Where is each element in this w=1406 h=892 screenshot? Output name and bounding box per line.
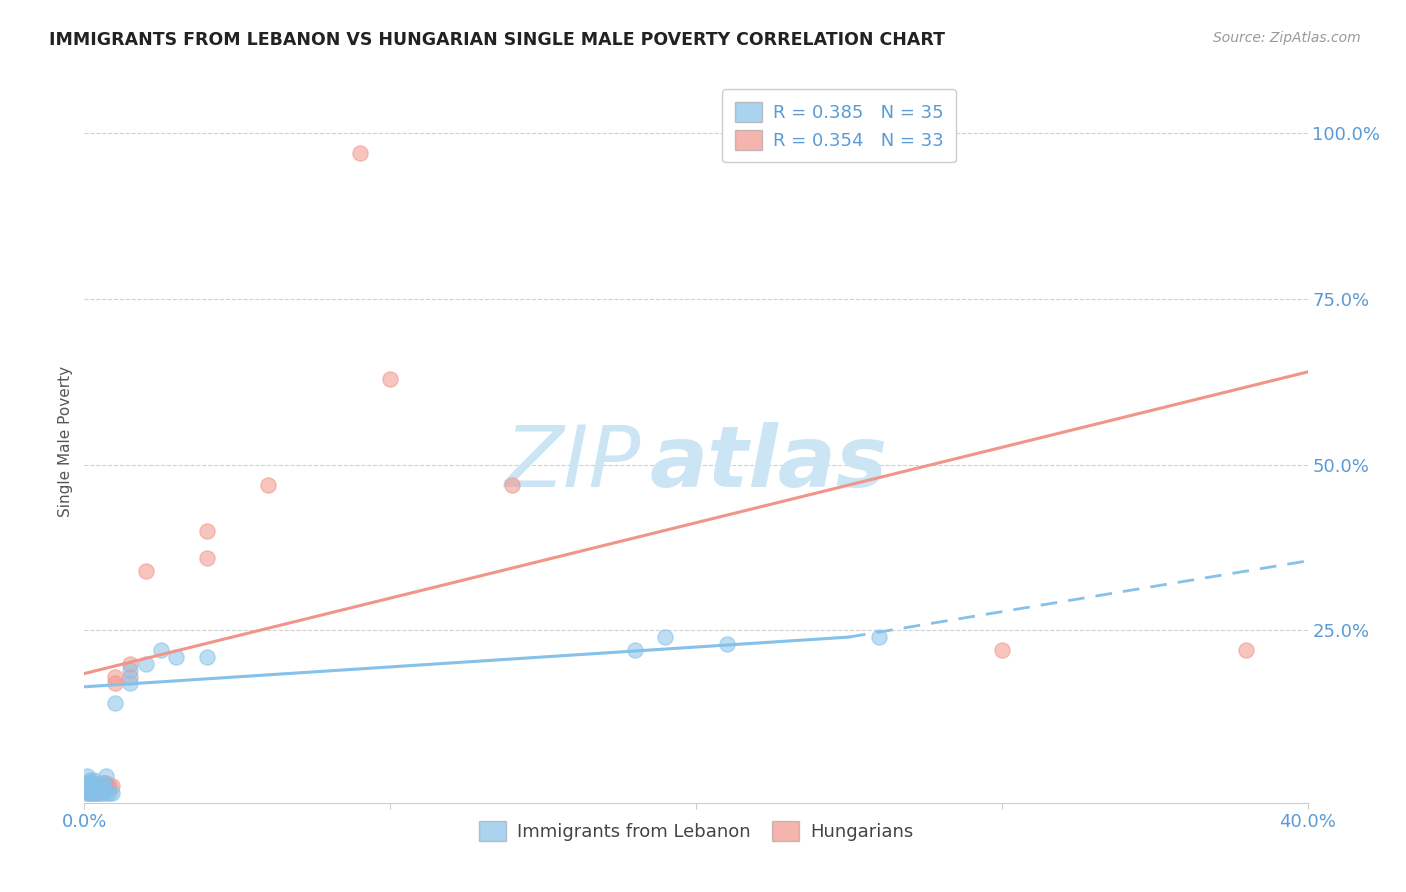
Point xyxy=(195,650,218,665)
Point xyxy=(104,697,127,711)
Point xyxy=(104,670,127,684)
Point xyxy=(349,146,371,161)
Text: ZIP: ZIP xyxy=(505,422,641,505)
Point xyxy=(94,786,117,800)
Text: IMMIGRANTS FROM LEBANON VS HUNGARIAN SINGLE MALE POVERTY CORRELATION CHART: IMMIGRANTS FROM LEBANON VS HUNGARIAN SIN… xyxy=(49,31,945,49)
Point xyxy=(120,657,142,671)
Point xyxy=(91,786,114,800)
Point xyxy=(79,782,101,797)
Point xyxy=(79,782,101,797)
Point xyxy=(76,786,98,800)
Point xyxy=(83,786,105,800)
Point xyxy=(76,786,98,800)
Point xyxy=(97,786,120,800)
Point xyxy=(94,769,117,783)
Point xyxy=(135,657,157,671)
Point xyxy=(86,786,108,800)
Point xyxy=(654,630,676,644)
Point xyxy=(79,779,101,793)
Point xyxy=(83,786,105,800)
Point xyxy=(83,772,105,787)
Point xyxy=(1236,643,1258,657)
Text: Source: ZipAtlas.com: Source: ZipAtlas.com xyxy=(1213,31,1361,45)
Point xyxy=(83,776,105,790)
Point xyxy=(502,477,524,491)
Point xyxy=(76,782,98,797)
Point xyxy=(79,786,101,800)
Point xyxy=(104,676,127,690)
Point xyxy=(91,782,114,797)
Point xyxy=(869,630,891,644)
Point xyxy=(89,782,111,797)
Point xyxy=(101,786,124,800)
Point xyxy=(120,676,142,690)
Point xyxy=(76,776,98,790)
Point xyxy=(716,637,738,651)
Point xyxy=(991,643,1014,657)
Point xyxy=(120,663,142,677)
Legend: Immigrants from Lebanon, Hungarians: Immigrants from Lebanon, Hungarians xyxy=(471,814,921,848)
Point xyxy=(79,786,101,800)
Point xyxy=(79,779,101,793)
Point xyxy=(135,564,157,578)
Point xyxy=(165,650,187,665)
Point xyxy=(91,776,114,790)
Point xyxy=(89,782,111,797)
Point xyxy=(120,670,142,684)
Point xyxy=(97,779,120,793)
Point xyxy=(624,643,647,657)
Point xyxy=(257,477,280,491)
Point xyxy=(76,782,98,797)
Point xyxy=(79,776,101,790)
Text: atlas: atlas xyxy=(650,422,887,505)
Point xyxy=(76,779,98,793)
Point xyxy=(149,643,172,657)
Point xyxy=(86,782,108,797)
Point xyxy=(195,550,218,565)
Point xyxy=(195,524,218,538)
Y-axis label: Single Male Poverty: Single Male Poverty xyxy=(58,366,73,517)
Point xyxy=(380,371,402,385)
Point xyxy=(83,779,105,793)
Point xyxy=(89,786,111,800)
Point xyxy=(91,776,114,790)
Point xyxy=(94,779,117,793)
Point xyxy=(79,772,101,787)
Point xyxy=(91,779,114,793)
Point xyxy=(86,786,108,800)
Point xyxy=(76,769,98,783)
Point xyxy=(86,779,108,793)
Point xyxy=(89,779,111,793)
Point xyxy=(83,782,105,797)
Point xyxy=(79,776,101,790)
Point xyxy=(94,776,117,790)
Point xyxy=(101,779,124,793)
Point xyxy=(83,779,105,793)
